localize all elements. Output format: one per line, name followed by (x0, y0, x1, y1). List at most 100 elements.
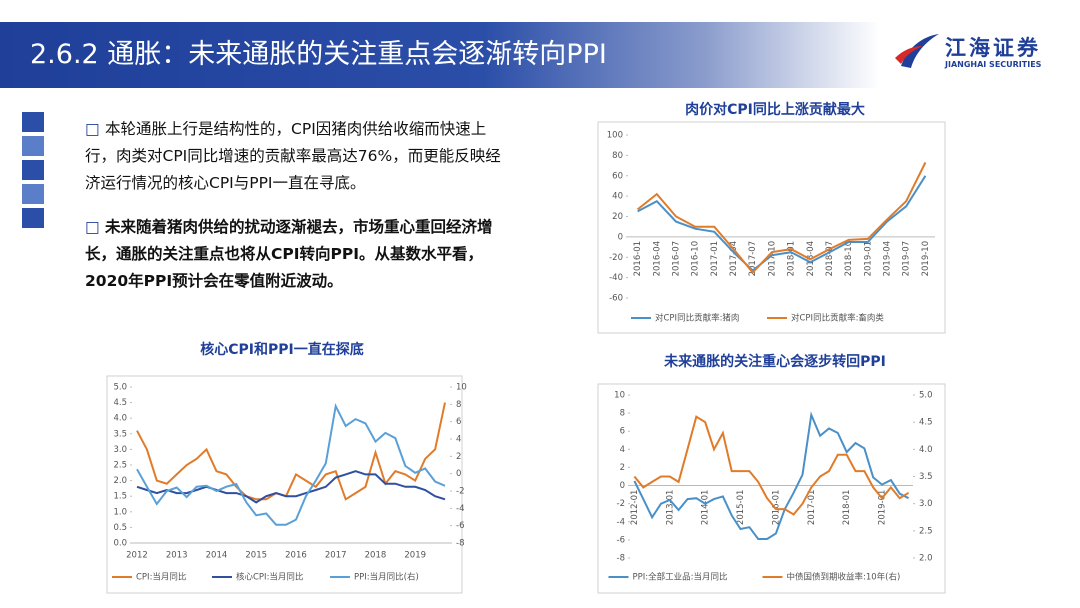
x-tick-label: 2016-01 (633, 241, 643, 277)
x-tick-label: 2014 (206, 551, 228, 561)
decor-square (22, 136, 44, 156)
data-line (633, 411, 910, 540)
y2-tick-label: 2.5 (919, 526, 933, 536)
y-tick-label: 4.5 (113, 398, 127, 408)
x-tick-label: 2013 (166, 551, 188, 561)
y-tick-label: -4 (617, 517, 625, 527)
x-tick-label: 2018-01 (842, 490, 852, 526)
x-tick-label: 2016-01 (771, 490, 781, 526)
y2-tick-label: 2 (456, 452, 461, 462)
y-tick-label: 0.0 (113, 539, 127, 549)
y-tick-label: 80 (612, 151, 623, 161)
decor-square (22, 208, 44, 228)
logo-text: 江海证券 (945, 36, 1041, 60)
chart-title: 未来通胀的关注重心会逐步转回PPI (664, 353, 886, 370)
x-tick-label: 2017-01 (710, 241, 720, 277)
y2-tick-label: -8 (456, 539, 464, 549)
y-tick-label: 5.0 (113, 383, 127, 393)
y-tick-label: -60 (609, 294, 623, 304)
data-line (136, 470, 446, 504)
y-tick-label: 3.5 (113, 429, 127, 439)
data-line (636, 162, 927, 275)
x-tick-label: 2018 (365, 551, 387, 561)
x-tick-label: 2016-04 (652, 241, 662, 277)
legend-label: 核心CPI:当月同比 (236, 572, 303, 583)
x-tick-label: 2014-01 (701, 490, 711, 526)
x-tick-label: 2019-07 (902, 241, 912, 277)
y-tick-label: -6 (617, 535, 625, 545)
x-tick-label: 2012 (126, 551, 148, 561)
y-tick-label: 3.0 (113, 445, 127, 455)
y-tick-label: 4.0 (113, 414, 127, 424)
chart-title: 核心CPI和PPI一直在探底 (200, 341, 363, 358)
y-tick-label: 2.5 (113, 461, 127, 471)
y-tick-label: 0 (620, 481, 625, 491)
y2-tick-label: -2 (456, 487, 464, 497)
y2-tick-label: 2.0 (919, 554, 933, 564)
decor-square (22, 112, 44, 132)
logo-icon (895, 34, 939, 68)
x-tick-label: 2019-04 (883, 241, 893, 277)
y2-tick-label: 10 (456, 383, 467, 393)
x-tick-label: 2017-01 (807, 490, 817, 526)
x-tick-label: 2017-04 (729, 241, 739, 277)
logo-subtext: JIANGHAI SECURITIES (945, 60, 1042, 69)
legend-label: CPI:当月同比 (136, 572, 186, 583)
y2-tick-label: 0 (456, 469, 461, 479)
y-tick-label: 10 (614, 391, 625, 401)
legend-label: PPI:全部工业品:当月同比 (633, 572, 728, 583)
x-tick-label: 2017 (325, 551, 347, 561)
data-line (136, 402, 446, 501)
header-band (0, 22, 880, 88)
y2-tick-label: 3.5 (919, 472, 933, 482)
x-tick-label: 2016-07 (671, 241, 681, 277)
y2-tick-label: 3.0 (919, 499, 933, 509)
x-tick-label: 2017-10 (767, 241, 777, 277)
legend-label: 对CPI同比贡献率:猪肉 (655, 313, 739, 324)
x-tick-label: 2018-01 (787, 241, 797, 277)
x-tick-label: 2018-10 (844, 241, 854, 277)
x-tick-label: 2018-07 (825, 241, 835, 277)
y-tick-label: 40 (612, 192, 623, 202)
y2-tick-label: -6 (456, 521, 464, 531)
y2-tick-label: 4.5 (919, 418, 933, 428)
decor-square (22, 160, 44, 180)
y-tick-label: 2 (620, 463, 625, 473)
x-tick-label: 2019-10 (921, 241, 931, 277)
y-tick-label: 1.5 (113, 492, 127, 502)
legend-label: PPI:当月同比(右) (354, 572, 419, 583)
decor-square (22, 184, 44, 204)
y-tick-label: 100 (607, 131, 623, 141)
y2-tick-label: 5.0 (919, 391, 933, 401)
y-tick-label: -8 (617, 554, 625, 564)
x-tick-label: 2019-01 (878, 490, 888, 526)
data-line (136, 402, 446, 526)
x-tick-label: 2016-10 (691, 241, 701, 277)
x-tick-label: 2019-01 (863, 241, 873, 277)
y-tick-label: -20 (609, 253, 623, 263)
bullet-text: 本轮通胀上行是结构性的，CPI因猪肉供给收缩而快速上行，肉类对CPI同比增速的贡… (85, 116, 515, 197)
y2-tick-label: 6 (456, 417, 461, 427)
y2-tick-label: 4 (456, 435, 461, 445)
y-tick-label: 1.0 (113, 507, 127, 517)
slide-title: 2.6.2 通胀：未来通胀的关注重点会逐渐转向PPI (30, 39, 607, 70)
y-tick-label: 20 (612, 212, 623, 222)
legend-label: 对CPI同比贡献率:畜肉类 (791, 313, 884, 324)
y-tick-label: 2.0 (113, 476, 127, 486)
y-tick-label: 6 (620, 427, 625, 437)
chart-frame (597, 383, 946, 594)
y-tick-label: 4 (620, 445, 625, 455)
x-tick-label: 2017-07 (748, 241, 758, 277)
x-tick-label: 2015 (245, 551, 267, 561)
x-tick-label: 2015-01 (736, 490, 746, 526)
data-line (637, 175, 927, 272)
data-line (633, 415, 910, 516)
y-tick-label: 60 (612, 171, 623, 181)
y-tick-label: -2 (617, 499, 625, 509)
y-tick-label: 0 (618, 232, 623, 242)
x-tick-label: 2016 (285, 551, 307, 561)
y2-tick-label: -4 (456, 504, 464, 514)
chart-title: 肉价对CPI同比上涨贡献最大 (685, 101, 865, 118)
